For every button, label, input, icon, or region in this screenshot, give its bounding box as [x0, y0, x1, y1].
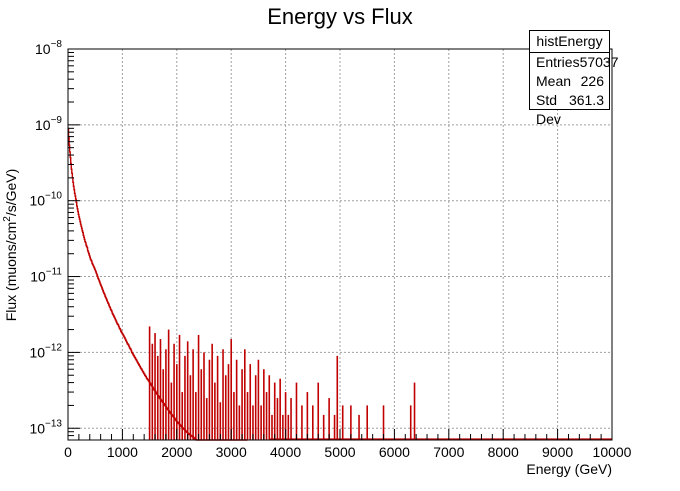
y-axis-title-part-2: /s/GeV) [3, 169, 19, 216]
stats-label: Std Dev [536, 92, 561, 127]
stats-row-stddev: Std Dev 361.3 [530, 91, 609, 127]
y-tick-base: 10 [29, 193, 45, 209]
y-tick-base: 10 [35, 41, 51, 57]
stats-label: Mean [536, 73, 572, 89]
y-tick-label: 10−11 [30, 267, 62, 285]
stats-title: histEnergy [530, 31, 609, 53]
y-tick-base: 10 [29, 420, 45, 436]
x-tick-label: 3000 [216, 444, 247, 460]
x-tick-label: 2000 [161, 444, 192, 460]
stats-row-entries: Entries 57037 [530, 53, 619, 72]
plot-frame [67, 48, 613, 441]
y-tick-label: 10−9 [35, 115, 62, 133]
x-tick-label: 0 [64, 444, 72, 460]
y-tick-label: 10−10 [29, 191, 62, 209]
x-tick-label: 5000 [324, 444, 355, 460]
x-tick-label: 1000 [107, 444, 138, 460]
x-tick-label: 7000 [433, 444, 464, 460]
stats-value: 57037 [579, 54, 619, 70]
y-tick-label: 10−8 [35, 39, 62, 57]
stats-row-mean: Mean 226 [530, 72, 609, 91]
axes: 0 1000 2000 3000 4000 5000 6000 7000 8000 9000 100… [29, 39, 631, 460]
y-tick-base: 10 [29, 344, 45, 360]
chart-title: Energy vs Flux [267, 4, 413, 29]
y-tick-base: 10 [30, 269, 46, 285]
x-tick-label: 8000 [488, 444, 519, 460]
stats-label: Entries [536, 54, 580, 70]
y-tick-base: 10 [35, 117, 51, 133]
y-axis-title: Flux (muons/cm2/s/GeV) [2, 169, 19, 322]
x-tick-label: 9000 [542, 444, 573, 460]
y-tick-exponent: −11 [46, 267, 63, 278]
y-tick-label: 10−13 [29, 418, 62, 436]
x-tick-label: 4000 [270, 444, 301, 460]
y-axis-title-superscript: 2 [2, 216, 13, 222]
stats-value: 361.3 [568, 92, 604, 108]
y-tick-exponent: −13 [45, 418, 62, 429]
y-axis-title-part-1: Flux (muons/cm [3, 222, 19, 322]
grid-lines [68, 49, 612, 440]
y-tick-label: 10−12 [29, 342, 62, 360]
y-tick-exponent: −9 [51, 115, 63, 126]
histogram-series [67, 127, 612, 441]
x-tick-label: 10000 [593, 444, 632, 460]
stats-value: 226 [580, 73, 604, 89]
y-tick-exponent: −10 [45, 191, 62, 202]
y-tick-exponent: −8 [51, 39, 63, 50]
x-tick-label: 6000 [379, 444, 410, 460]
stats-box: histEnergy Entries 57037 Mean 226 Std De… [529, 30, 619, 127]
y-tick-exponent: −12 [45, 342, 62, 353]
x-axis-title: Energy (GeV) [526, 461, 612, 477]
